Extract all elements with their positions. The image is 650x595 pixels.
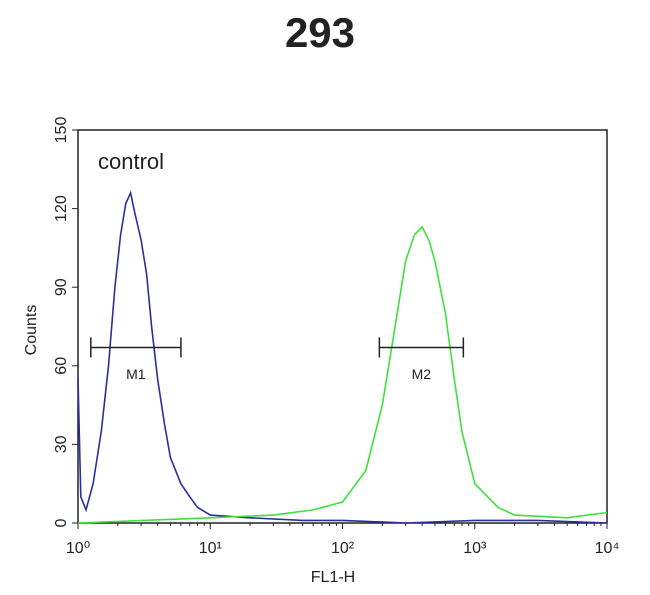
y-tick-label: 120 <box>53 195 70 222</box>
histogram-line <box>77 190 608 524</box>
marker-label: M2 <box>412 366 432 382</box>
x-tick-label: 10⁰ <box>66 540 90 557</box>
x-tick-label: 10³ <box>463 540 487 557</box>
y-tick-label: 0 <box>53 518 70 527</box>
legend-label: control <box>98 149 164 174</box>
marker-label: M1 <box>126 366 146 382</box>
y-tick-label: 30 <box>53 435 70 453</box>
chart-title: 293 <box>285 9 355 56</box>
x-axis-label: FL1-H <box>311 569 355 586</box>
x-tick-label: 10² <box>331 540 355 557</box>
y-tick-label: 90 <box>53 278 70 296</box>
x-tick-label: 10¹ <box>199 540 222 557</box>
y-axis-label: Counts <box>23 305 40 356</box>
y-tick-label: 60 <box>53 357 70 375</box>
histogram-line <box>77 225 608 524</box>
y-tick-label: 150 <box>53 117 70 144</box>
plot-frame <box>77 129 608 524</box>
x-tick-label: 10⁴ <box>595 540 620 557</box>
